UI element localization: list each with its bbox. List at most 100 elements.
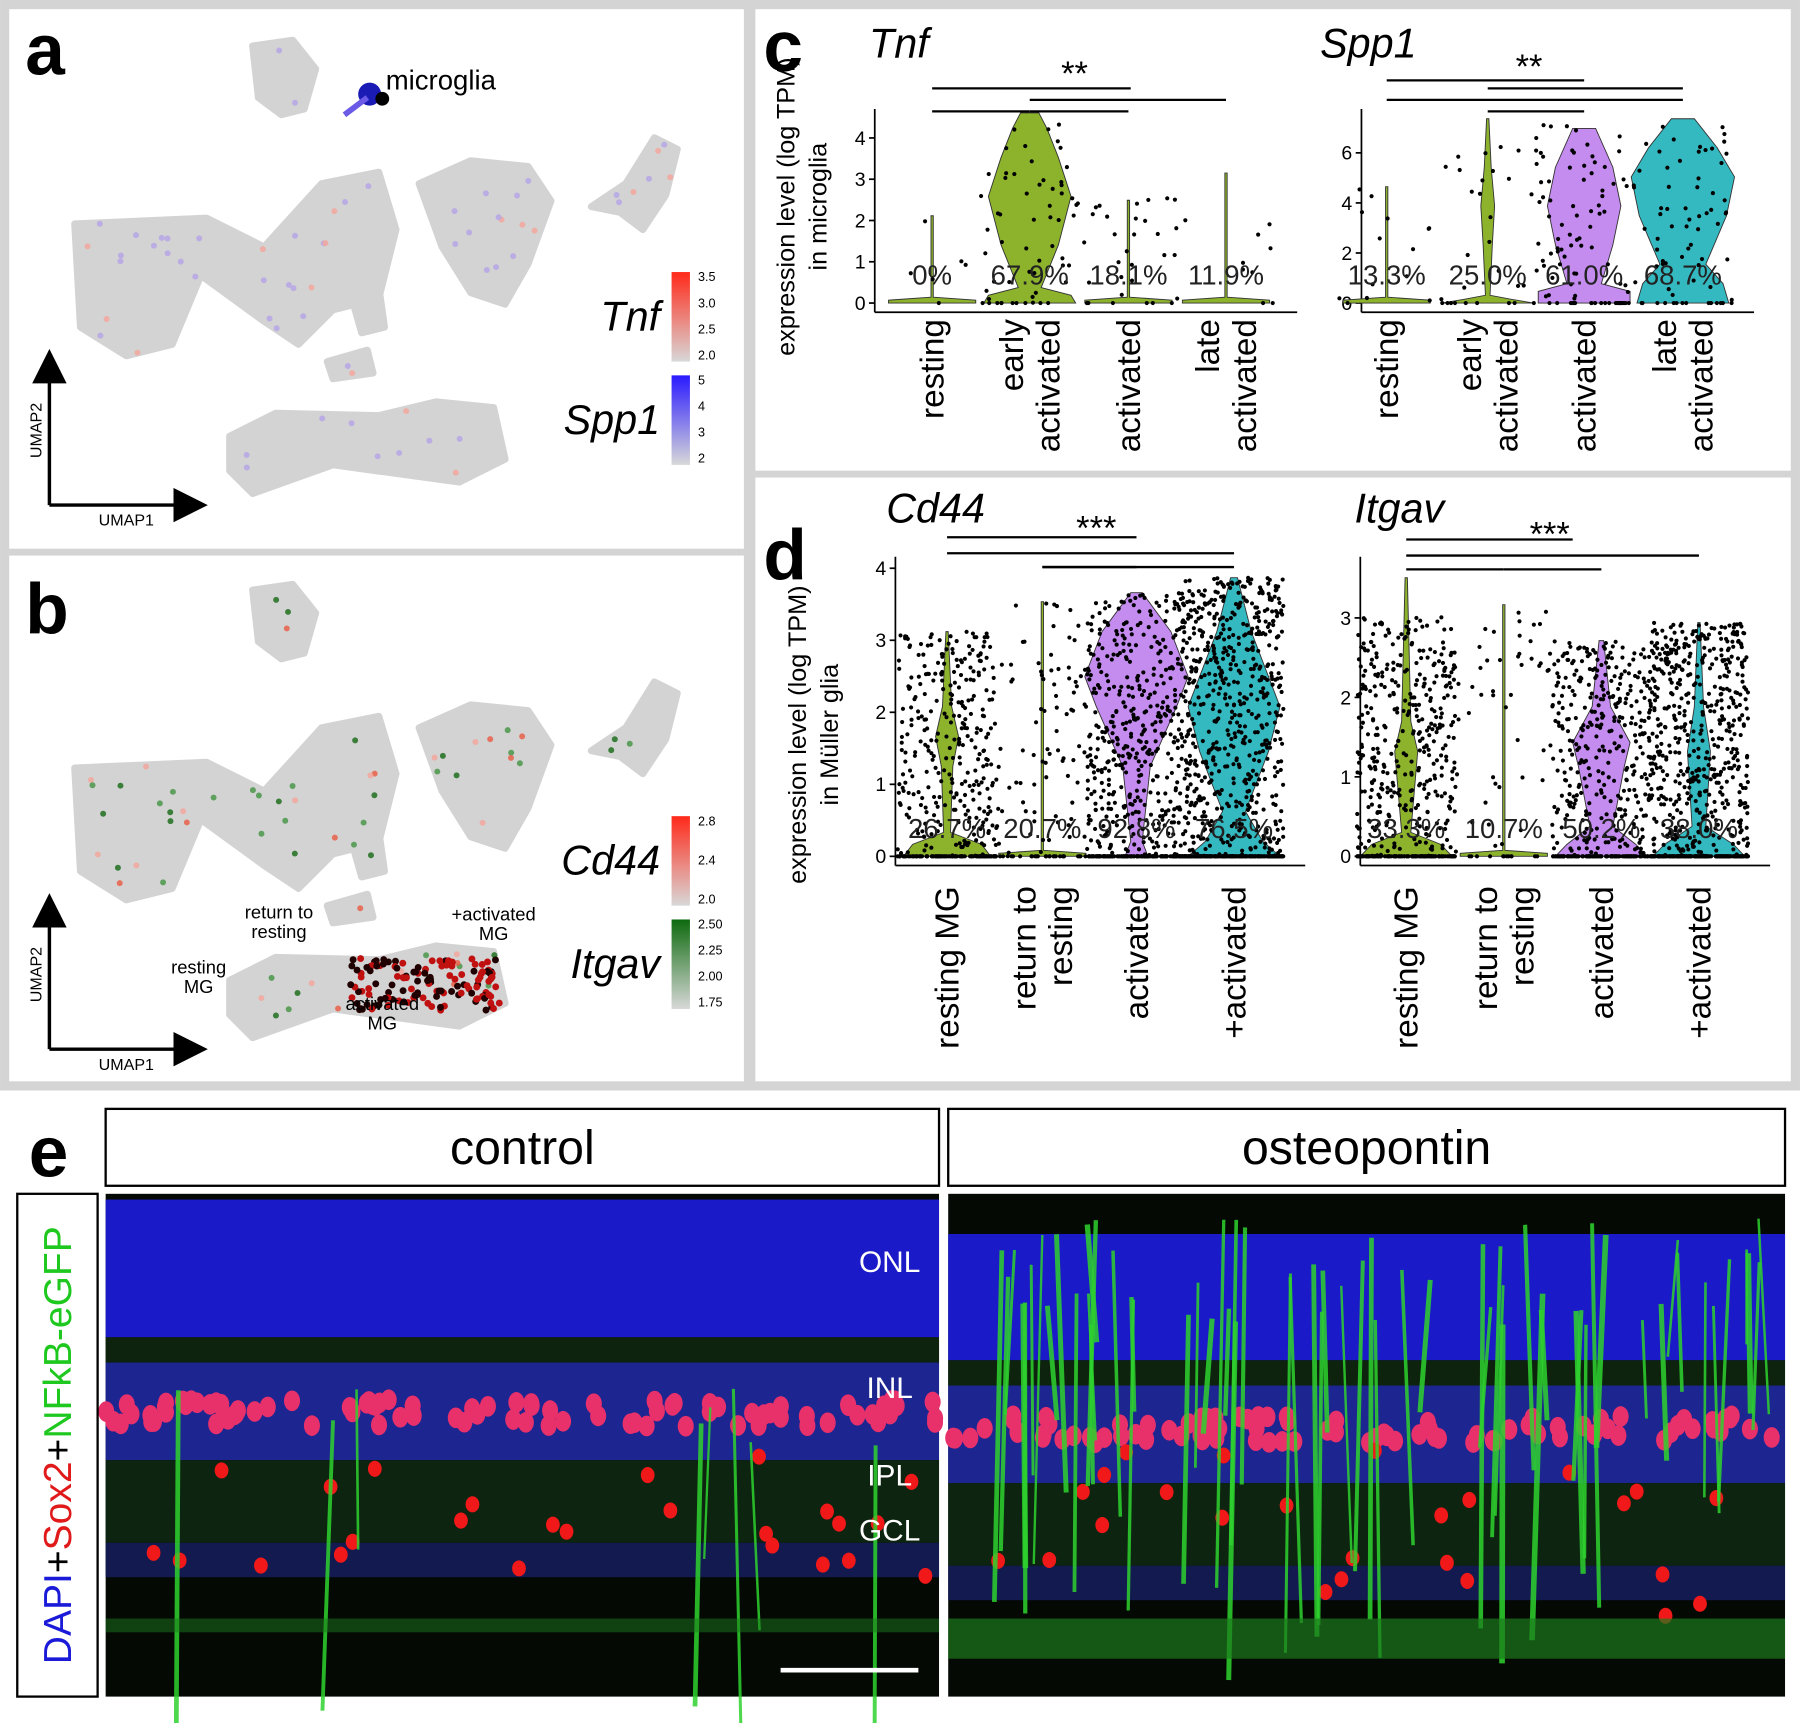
cell-dot	[1534, 148, 1538, 152]
cell-dot	[1089, 759, 1093, 763]
cell-dot	[1231, 633, 1235, 637]
cell-dot	[1664, 635, 1668, 639]
cell-dot	[1369, 706, 1373, 710]
cell-dot	[1227, 682, 1231, 686]
cell-dot	[1048, 204, 1052, 208]
cell-dot	[1667, 185, 1671, 189]
cell-dot	[1652, 708, 1656, 712]
cell-dot	[1651, 771, 1655, 775]
cell-dot	[1651, 732, 1655, 736]
cell-dot	[1404, 803, 1408, 807]
cell-dot	[1555, 841, 1559, 845]
cell-dot	[1450, 796, 1454, 800]
cell-dot	[1507, 177, 1511, 181]
cell-dot	[950, 777, 954, 781]
cell-dot	[1253, 730, 1257, 734]
cell-dot	[408, 986, 415, 993]
cell-dot	[1444, 684, 1448, 688]
cell-dot	[1391, 661, 1395, 665]
cell-dot	[957, 740, 961, 744]
cell-dot	[1696, 675, 1700, 679]
cell-dot	[1271, 623, 1275, 627]
cell-dot	[1577, 236, 1581, 240]
cell-dot	[1723, 626, 1727, 630]
cell-dot	[1548, 743, 1552, 747]
cell-dot	[1727, 722, 1731, 726]
cell-dot	[1682, 785, 1686, 789]
cell-dot	[1137, 780, 1141, 784]
cell-dot	[1359, 789, 1363, 793]
cell-dot	[1126, 685, 1130, 689]
cell-dot	[1088, 747, 1092, 751]
sox2-cell	[1550, 1417, 1566, 1438]
cell-dot	[1211, 703, 1215, 707]
cell-dot	[1715, 301, 1719, 305]
cell-dot	[1428, 778, 1432, 782]
cell-dot	[1458, 168, 1462, 172]
cell-dot	[1250, 794, 1254, 798]
cell-dot	[1711, 191, 1715, 195]
cell-dot	[1097, 665, 1101, 669]
cell-dot	[1207, 693, 1211, 697]
sox2-cell	[1600, 1418, 1616, 1439]
condition-label: control	[450, 1121, 595, 1175]
cell-dot	[1207, 611, 1211, 615]
cell-dot	[1261, 301, 1265, 305]
axis-label: UMAP2	[27, 403, 45, 458]
cell-dot	[1014, 603, 1018, 607]
sox2-cell	[1685, 1418, 1701, 1439]
cell-dot	[1134, 756, 1138, 760]
cell-dot	[1442, 646, 1446, 650]
cell-dot	[1690, 771, 1694, 775]
cell-dot	[1360, 713, 1364, 717]
cell-dot	[1417, 703, 1421, 707]
cell-dot	[1477, 645, 1481, 649]
cell-dot	[1432, 773, 1436, 777]
cell-dot	[1571, 689, 1575, 693]
cell-dot	[117, 783, 123, 789]
cell-dot	[261, 277, 267, 283]
cell-dot	[1197, 589, 1201, 593]
significance: ***	[1530, 515, 1570, 553]
cell-dot	[1067, 635, 1071, 639]
cell-dot	[1047, 854, 1051, 858]
cell-dot	[1271, 683, 1275, 687]
cell-dot	[1634, 794, 1638, 798]
cell-dot	[1356, 633, 1360, 637]
layer-label: GCL	[859, 1514, 920, 1547]
sox2-cell	[334, 1547, 348, 1563]
cell-dot	[1681, 772, 1685, 776]
cell-dot	[1091, 212, 1095, 216]
cell-dot	[1657, 854, 1661, 858]
cell-dot	[916, 709, 920, 713]
cell-dot	[952, 714, 956, 718]
cell-dot	[1697, 150, 1701, 154]
y-tick-label: 1	[875, 774, 886, 796]
legend-tick: 2.0	[698, 892, 716, 906]
cell-dot	[1398, 847, 1402, 851]
cell-dot	[1710, 662, 1714, 666]
cell-dot	[426, 438, 432, 444]
cell-dot	[1680, 255, 1684, 259]
cell-dot	[1155, 704, 1159, 708]
cell-dot	[1427, 227, 1431, 231]
cell-dot	[1552, 662, 1556, 666]
legend-gene: Itgav	[571, 941, 663, 987]
cell-dot	[1718, 722, 1722, 726]
cell-dot	[1044, 602, 1048, 606]
cell-dot	[1092, 770, 1096, 774]
cell-dot	[1132, 603, 1136, 607]
cell-dot	[1111, 714, 1115, 718]
cell-dot	[667, 174, 673, 180]
cell-dot	[532, 228, 538, 234]
cell-dot	[1395, 706, 1399, 710]
cell-dot	[1410, 854, 1414, 858]
cell-dot	[1086, 779, 1090, 783]
cell-dot	[1229, 744, 1233, 748]
cell-dot	[1572, 301, 1576, 305]
cell-dot	[1139, 764, 1143, 768]
cell-dot	[1403, 699, 1407, 703]
cell-dot	[1548, 198, 1552, 202]
percent-label: 92.8%	[1097, 813, 1175, 844]
